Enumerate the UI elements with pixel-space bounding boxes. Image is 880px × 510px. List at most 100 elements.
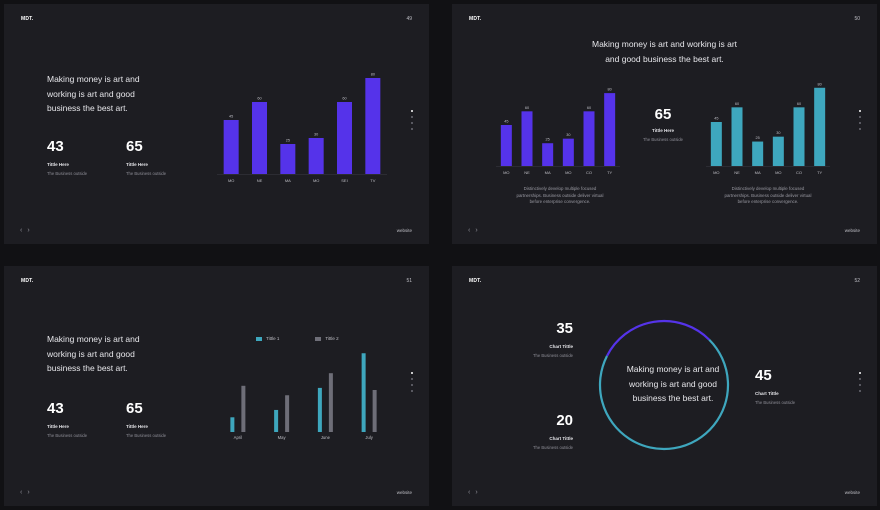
legend-label: Tittle 1: [266, 336, 280, 341]
slide-dots[interactable]: [411, 372, 413, 392]
stat-subtitle: The Business outside: [47, 171, 88, 176]
headline-line: business the best art.: [47, 103, 128, 113]
bar: [814, 87, 826, 166]
stat-subtitle: The Business outside: [126, 433, 167, 438]
bar: [542, 143, 554, 166]
next-arrow-icon[interactable]: ›: [475, 489, 478, 496]
bar-value-label: 80: [818, 82, 822, 86]
dot[interactable]: [411, 122, 413, 124]
description-line: before enterprise convergence.: [737, 199, 799, 204]
bar: [731, 107, 743, 166]
center-text-line: Making money is art and: [626, 364, 720, 374]
headline-line: Making money is art and: [47, 334, 140, 344]
bar-chart: 45 MO 60 NE 25 MA 30 MO 60 SEI 80 TV: [217, 73, 387, 183]
bar: [337, 102, 352, 174]
dot[interactable]: [411, 378, 413, 380]
slide-dots[interactable]: [859, 110, 861, 130]
dot[interactable]: [411, 384, 413, 386]
description-line: partnerships. Business outside deliver v…: [516, 192, 604, 198]
category-label: MA: [755, 170, 761, 175]
slide-dots[interactable]: [859, 372, 861, 392]
slide-52: MDT. 52 35 Chart Tittle The Business out…: [452, 266, 877, 506]
category-label: MA: [285, 178, 291, 183]
prev-arrow-icon[interactable]: ‹: [468, 227, 471, 234]
category-label: CO: [796, 170, 802, 175]
bar: [317, 387, 322, 432]
page-number: 51: [406, 278, 412, 284]
slide-nav: ‹ ›: [20, 227, 30, 234]
bar-value-label: 25: [286, 139, 290, 143]
bar: [274, 409, 279, 432]
dot[interactable]: [859, 128, 861, 130]
stat-block: 65 Tittle Here The Business outside: [126, 400, 166, 438]
category-label: May: [278, 435, 287, 440]
slide-nav: ‹ ›: [468, 227, 478, 234]
bar-value-label: 60: [257, 97, 261, 101]
stat-block: 43 Tittle Here The Business outside: [47, 138, 87, 176]
prev-arrow-icon[interactable]: ‹: [20, 489, 23, 496]
dot[interactable]: [859, 384, 861, 386]
category-label: SEI: [341, 178, 347, 183]
next-arrow-icon[interactable]: ›: [27, 489, 30, 496]
stat-title: Tittle Here: [652, 128, 674, 133]
description-line: Distinctively develop multiple focused: [523, 186, 597, 191]
dot[interactable]: [411, 390, 413, 392]
bar-value-label: 25: [756, 136, 760, 140]
description-left: Distinctively develop multiple focused p…: [492, 186, 628, 206]
description-line: partnerships. Business outside deliver v…: [724, 192, 812, 198]
headline-line: working is art and good: [47, 88, 135, 99]
logo: MDT.: [469, 278, 482, 284]
dot[interactable]: [859, 390, 861, 392]
headline-line: Making money is art and: [47, 74, 140, 84]
stat-title: Chart Tittle: [755, 391, 779, 396]
stat-subtitle: The Business outside: [755, 400, 796, 405]
dot[interactable]: [411, 116, 413, 118]
dot[interactable]: [411, 110, 413, 112]
category-label: June: [321, 435, 331, 440]
bar-value-label: 30: [566, 133, 570, 137]
category-label: MA: [545, 170, 551, 175]
bar: [583, 111, 595, 166]
ring-chart: [598, 319, 730, 451]
headline: Making money is art and working is art a…: [452, 37, 877, 66]
bar: [230, 417, 235, 432]
chart-legend: Tittle 1 Tittle 2: [256, 336, 339, 341]
dot[interactable]: [859, 122, 861, 124]
category-label: MO: [228, 178, 234, 183]
bar: [772, 136, 784, 166]
dot[interactable]: [859, 378, 861, 380]
grouped-bar-chart: April May June July: [230, 353, 377, 440]
bar: [252, 102, 267, 174]
prev-arrow-icon[interactable]: ‹: [468, 489, 471, 496]
bar: [223, 120, 239, 174]
dot[interactable]: [859, 110, 861, 112]
dot[interactable]: [859, 372, 861, 374]
bar-value-label: 60: [587, 106, 591, 110]
next-arrow-icon[interactable]: ›: [475, 227, 478, 234]
bar: [562, 138, 574, 166]
bar-value-label: 60: [342, 97, 346, 101]
category-label: MO: [713, 170, 719, 175]
stat-block: 65 Tittle Here The Business outside: [126, 138, 166, 176]
prev-arrow-icon[interactable]: ‹: [20, 227, 23, 234]
bar-chart-left: 45 MO 60 NE 25 MA 30 MO 60 CO 80 TY: [496, 88, 620, 175]
category-label: NE: [524, 170, 530, 175]
legend-item: Tittle 2: [315, 336, 339, 341]
next-arrow-icon[interactable]: ›: [27, 227, 30, 234]
dot[interactable]: [411, 372, 413, 374]
slide-dots[interactable]: [411, 110, 413, 130]
bar-value-label: 60: [525, 106, 529, 110]
stat-title: Chart Tittle: [549, 344, 573, 349]
dot[interactable]: [859, 116, 861, 118]
slide-nav: ‹ ›: [468, 489, 478, 496]
description-right: Distinctively develop multiple focused p…: [700, 186, 836, 206]
bar: [710, 122, 722, 166]
page-number: 50: [854, 16, 860, 22]
category-label: MO: [775, 170, 781, 175]
bar-value-label: 30: [776, 131, 780, 135]
stat-number: 43: [47, 138, 64, 155]
logo: MDT.: [469, 16, 482, 22]
dot[interactable]: [411, 128, 413, 130]
logo: MDT.: [21, 278, 34, 284]
slide-50: MDT. 50 Making money is art and working …: [452, 4, 877, 244]
